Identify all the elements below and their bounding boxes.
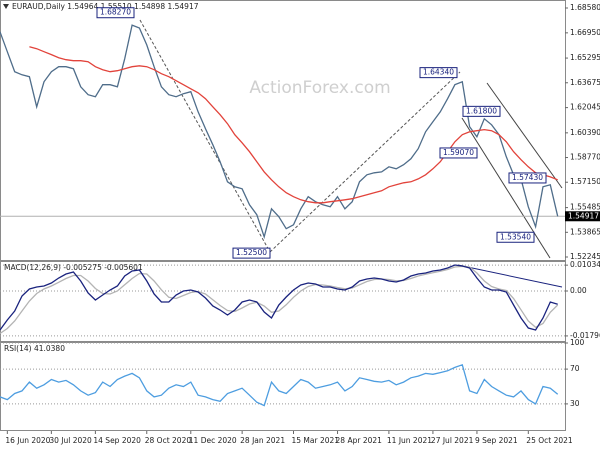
x-tick-label: 28 Jan 2021 bbox=[240, 436, 285, 445]
price-annotation: 1.59070 bbox=[443, 148, 474, 157]
price-annotation: 1.52500 bbox=[236, 248, 267, 257]
symbol-icon bbox=[3, 4, 9, 9]
channel-line bbox=[486, 82, 563, 189]
price-annotation: 1.68270 bbox=[100, 8, 131, 17]
last-price-box bbox=[565, 211, 600, 222]
price-annotation: 1.57430 bbox=[512, 173, 543, 182]
x-tick-label: 27 Jul 2021 bbox=[431, 436, 474, 445]
price-annotation-box bbox=[496, 231, 535, 243]
y-tick-label: 0.010341 bbox=[570, 260, 600, 269]
price-annotation-box bbox=[419, 67, 458, 79]
last-price-label: 1.54917 bbox=[568, 211, 599, 220]
y-tick-label: 1.68580 bbox=[570, 3, 600, 12]
price-annotation-box bbox=[232, 247, 271, 259]
y-tick-label: 0.00 bbox=[570, 286, 587, 295]
y-tick-label: 1.66950 bbox=[570, 28, 600, 37]
macd-trend-line bbox=[457, 264, 563, 288]
price-annotation: 1.53540 bbox=[500, 232, 531, 241]
series-line bbox=[0, 363, 559, 407]
x-tick-label: 9 Sep 2021 bbox=[475, 436, 518, 445]
y-tick-label: 100 bbox=[570, 338, 585, 347]
price-panel bbox=[0, 0, 566, 261]
y-tick-label: 1.65295 bbox=[570, 53, 600, 62]
x-tick-label: 11 Dec 2020 bbox=[189, 436, 237, 445]
x-tick-label: 28 Apr 2021 bbox=[336, 436, 383, 445]
price-annotation: 1.61800 bbox=[466, 106, 497, 115]
price-annotation-box bbox=[96, 7, 135, 19]
series-line bbox=[29, 46, 558, 204]
series-line bbox=[0, 24, 559, 240]
y-tick-label: 1.55485 bbox=[570, 203, 600, 212]
price-annotation: 1.64340 bbox=[423, 68, 454, 77]
y-tick-label: 1.63675 bbox=[570, 78, 600, 87]
series-line bbox=[0, 264, 558, 331]
y-tick-label: 30 bbox=[570, 399, 580, 408]
macd-panel bbox=[0, 261, 566, 342]
y-tick-label: 1.60390 bbox=[570, 128, 600, 137]
y-tick-label: -0.017968 bbox=[570, 331, 600, 340]
trend-line bbox=[269, 71, 461, 253]
y-tick-label: 1.53865 bbox=[570, 227, 600, 236]
y-tick-label: 70 bbox=[570, 364, 580, 373]
trend-line bbox=[139, 19, 271, 253]
y-tick-label: 1.62045 bbox=[570, 103, 600, 112]
y-tick-label: 1.58770 bbox=[570, 153, 600, 162]
channel-line bbox=[461, 117, 551, 259]
y-tick-label: 1.57150 bbox=[570, 177, 600, 186]
x-tick-label: 28 Oct 2020 bbox=[145, 436, 192, 445]
watermark: ActionForex.com bbox=[249, 78, 390, 98]
x-tick-label: 25 Oct 2021 bbox=[526, 436, 573, 445]
x-tick-label: 16 Jun 2020 bbox=[5, 436, 50, 445]
price-annotation-box bbox=[439, 147, 478, 159]
y-tick-label: 1.52245 bbox=[570, 252, 600, 261]
macd-title: MACD(12,26,9) -0.005275 -0.005601 bbox=[4, 263, 143, 272]
price-annotation-box bbox=[462, 105, 501, 117]
x-tick-label: 14 Sep 2020 bbox=[93, 436, 141, 445]
rsi-title: RSI(14) 41.0380 bbox=[4, 344, 65, 353]
x-tick-label: 15 Mar 2021 bbox=[292, 436, 340, 445]
chart-title: EURAUD,Daily 1.54964 1.55510 1.54898 1.5… bbox=[12, 2, 199, 11]
x-tick-label: 30 Jul 2020 bbox=[49, 436, 92, 445]
x-tick-label: 11 Jun 2021 bbox=[387, 436, 432, 445]
price-annotation-box bbox=[508, 172, 547, 184]
